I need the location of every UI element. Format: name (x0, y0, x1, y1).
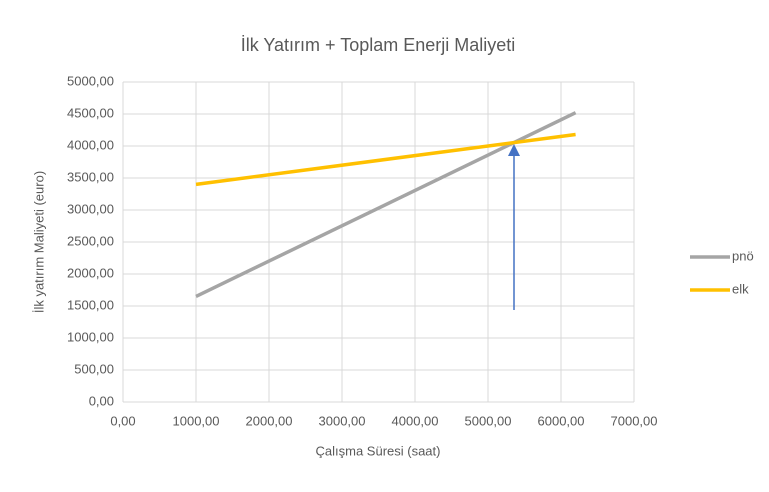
y-tick-label: 2000,00 (67, 265, 114, 280)
legend-label: elk (732, 281, 749, 296)
y-tick-label: 1000,00 (67, 329, 114, 344)
x-tick-label: 2000,00 (246, 413, 293, 428)
x-axis-label: Çalışma Süresi (saat) (316, 443, 441, 458)
y-tick-label: 0,00 (89, 393, 114, 408)
y-tick-label: 1500,00 (67, 297, 114, 312)
y-tick-label: 3500,00 (67, 169, 114, 184)
y-tick-label: 3000,00 (67, 201, 114, 216)
plot (195, 111, 577, 298)
x-tick-label: 4000,00 (392, 413, 439, 428)
y-tick-label: 500,00 (74, 361, 114, 376)
x-tick-label: 3000,00 (319, 413, 366, 428)
chart-title: İlk Yatırım + Toplam Enerji Maliyeti (241, 35, 516, 55)
y-tick-label: 2500,00 (67, 233, 114, 248)
legend-label: pnö (732, 248, 754, 263)
y-tick-label: 4500,00 (67, 105, 114, 120)
x-tick-label: 5000,00 (465, 413, 512, 428)
series-line (195, 132, 576, 187)
y-tick-label: 5000,00 (67, 73, 114, 88)
x-tick-label: 6000,00 (538, 413, 585, 428)
x-tick-label: 1000,00 (173, 413, 220, 428)
y-axis-label: İlk yatırım Maliyeti (euro) (31, 171, 46, 313)
x-tick-label: 0,00 (110, 413, 135, 428)
y-tick-label: 4000,00 (67, 137, 114, 152)
x-tick-label: 7000,00 (611, 413, 658, 428)
grid (122, 81, 635, 403)
